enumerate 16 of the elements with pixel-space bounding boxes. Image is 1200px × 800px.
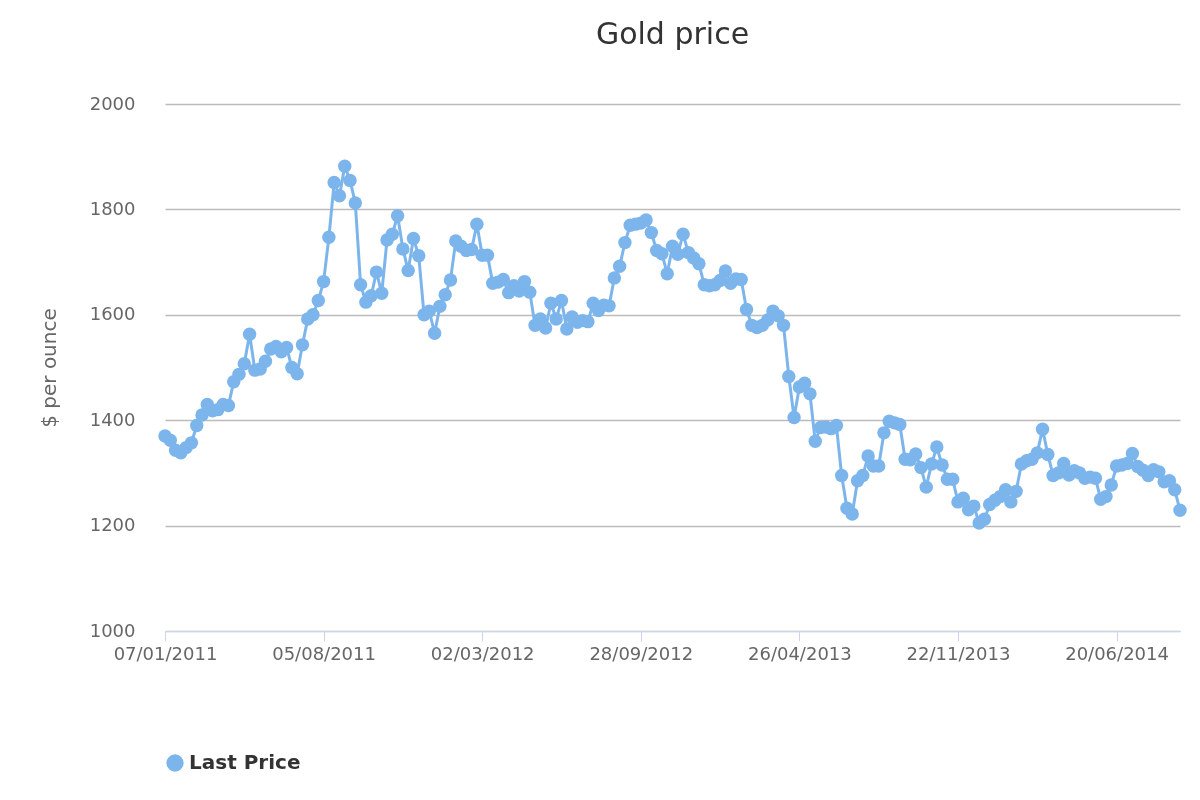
- x-tick-label: 22/11/2013: [906, 642, 1011, 664]
- x-tick-label: 02/03/2012: [430, 642, 535, 664]
- y-tick-label: 1600: [89, 303, 136, 325]
- y-tick-label: 2000: [89, 92, 136, 114]
- legend-label: Last Price: [189, 750, 301, 774]
- x-tick-label: 05/08/2011: [272, 642, 376, 664]
- y-axis-title: $ per ounce: [36, 308, 61, 428]
- y-tick-label: 1800: [89, 197, 136, 219]
- x-tick-label: 20/06/2014: [1065, 642, 1169, 664]
- chart-title: Gold price: [595, 16, 750, 51]
- x-tick-label: 07/01/2011: [113, 642, 218, 664]
- x-tick-label: 26/04/2013: [748, 642, 852, 664]
- y-tick-label: 1200: [89, 514, 136, 536]
- y-tick-label: 1400: [89, 408, 136, 430]
- y-tick-label: 1000: [89, 619, 136, 641]
- x-tick-label: 28/09/2012: [589, 642, 694, 664]
